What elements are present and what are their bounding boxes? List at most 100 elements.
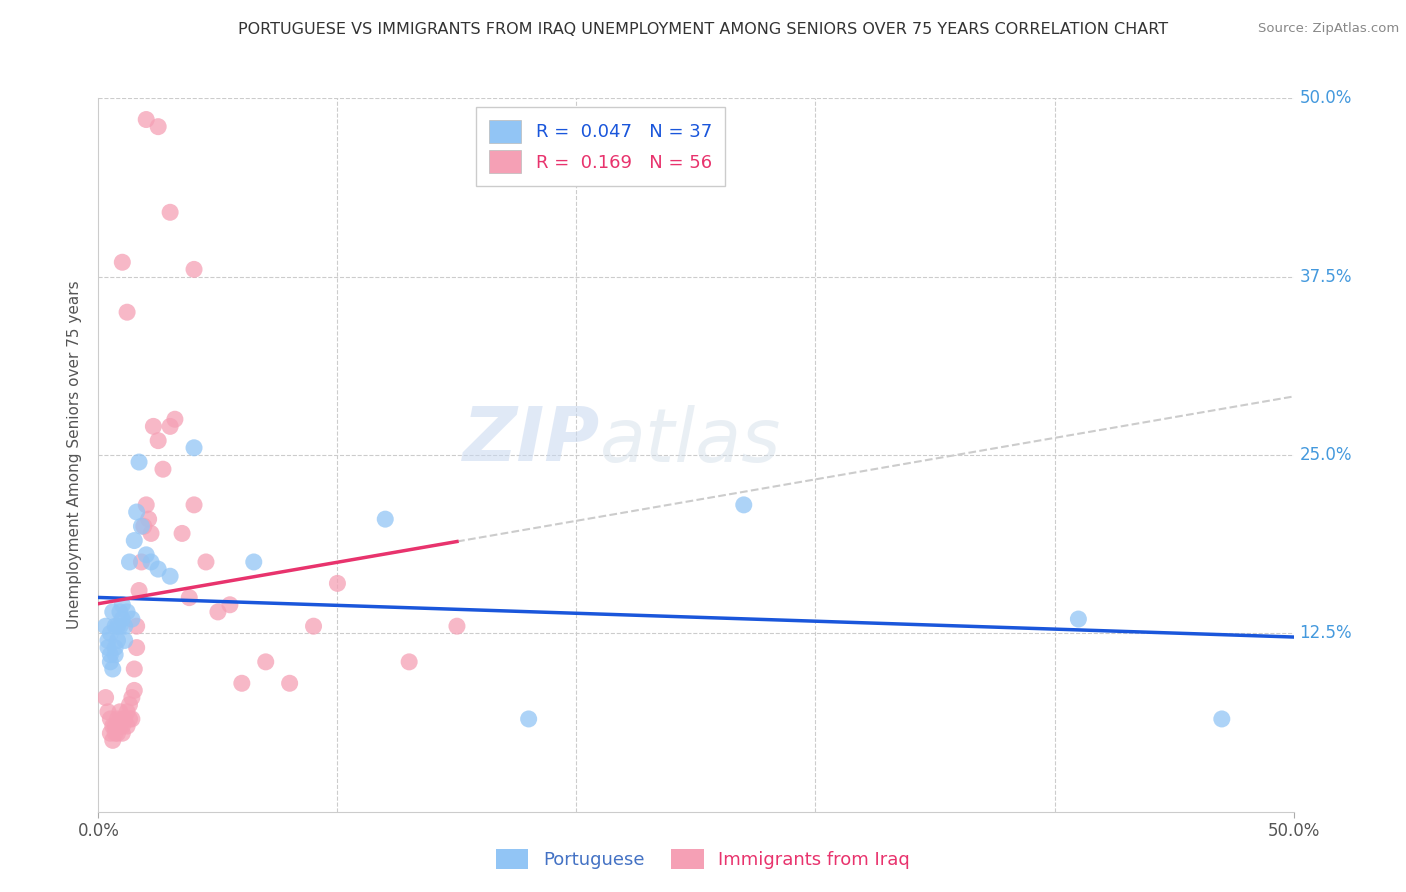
Point [114, 619, 136, 633]
Point [101, 662, 124, 676]
Point [128, 455, 150, 469]
Legend: R =  0.047   N = 37, R =  0.169   N = 56: R = 0.047 N = 37, R = 0.169 N = 56 [477, 107, 724, 186]
Point [142, 419, 165, 434]
Point [125, 640, 148, 655]
Point [97, 640, 120, 655]
Point [194, 555, 217, 569]
Point [278, 676, 301, 690]
Point [254, 655, 277, 669]
Point [115, 705, 138, 719]
Point [446, 619, 468, 633]
Point [108, 705, 131, 719]
Point [104, 648, 127, 662]
Point [108, 719, 131, 733]
Point [94, 619, 117, 633]
Point [108, 619, 131, 633]
Text: 12.5%: 12.5% [1299, 624, 1353, 642]
Point [98, 712, 122, 726]
Point [118, 698, 141, 712]
Text: 25.0%: 25.0% [1299, 446, 1353, 464]
Point [101, 733, 124, 747]
Point [101, 605, 124, 619]
Point [98, 726, 122, 740]
Point [326, 576, 349, 591]
Point [302, 619, 325, 633]
Point [124, 683, 146, 698]
Point [104, 619, 127, 633]
Point [98, 655, 122, 669]
Point [733, 498, 755, 512]
Point [115, 605, 138, 619]
Point [159, 419, 181, 434]
Point [115, 719, 138, 733]
Point [207, 605, 229, 619]
Point [139, 555, 162, 569]
Point [111, 712, 134, 726]
Point [131, 519, 153, 533]
Point [398, 655, 420, 669]
Point [98, 626, 122, 640]
Point [172, 526, 194, 541]
Point [107, 633, 129, 648]
Point [111, 719, 134, 733]
Y-axis label: Unemployment Among Seniors over 75 years: Unemployment Among Seniors over 75 years [67, 281, 83, 629]
Point [148, 120, 170, 134]
Point [517, 712, 540, 726]
Point [111, 598, 134, 612]
Point [118, 555, 141, 569]
Point [183, 441, 205, 455]
Point [118, 712, 141, 726]
Point [104, 719, 127, 733]
Point [138, 512, 160, 526]
Point [179, 591, 201, 605]
Point [101, 719, 124, 733]
Point [183, 262, 205, 277]
Point [97, 705, 120, 719]
Point [104, 640, 127, 655]
Point [152, 462, 174, 476]
Legend: Portuguese, Immigrants from Iraq: Portuguese, Immigrants from Iraq [486, 839, 920, 879]
Point [115, 305, 138, 319]
Point [183, 498, 205, 512]
Point [131, 555, 153, 569]
Point [107, 619, 129, 633]
Point [97, 633, 120, 648]
Text: Source: ZipAtlas.com: Source: ZipAtlas.com [1258, 22, 1399, 36]
Point [124, 533, 146, 548]
Point [121, 612, 143, 626]
Point [243, 555, 266, 569]
Point [114, 633, 136, 648]
Point [111, 726, 134, 740]
Point [124, 662, 146, 676]
Point [121, 690, 143, 705]
Text: 50.0%: 50.0% [1299, 89, 1353, 107]
Point [135, 548, 157, 562]
Point [98, 648, 122, 662]
Point [1211, 712, 1233, 726]
Point [231, 676, 253, 690]
Point [104, 726, 127, 740]
Point [111, 612, 134, 626]
Point [128, 583, 150, 598]
Text: atlas: atlas [600, 405, 782, 476]
Point [148, 562, 170, 576]
Point [374, 512, 396, 526]
Text: ZIP: ZIP [463, 404, 600, 477]
Point [111, 255, 134, 269]
Text: PORTUGUESE VS IMMIGRANTS FROM IRAQ UNEMPLOYMENT AMONG SENIORS OVER 75 YEARS CORR: PORTUGUESE VS IMMIGRANTS FROM IRAQ UNEMP… [238, 22, 1168, 37]
Text: 37.5%: 37.5% [1299, 268, 1353, 285]
Point [135, 112, 157, 127]
Point [163, 412, 186, 426]
Point [108, 605, 131, 619]
Point [121, 712, 143, 726]
Point [107, 712, 129, 726]
Point [135, 498, 157, 512]
Point [148, 434, 170, 448]
Point [107, 726, 129, 740]
Point [159, 569, 181, 583]
Point [159, 205, 181, 219]
Point [125, 619, 148, 633]
Point [219, 598, 242, 612]
Point [139, 526, 162, 541]
Point [94, 690, 117, 705]
